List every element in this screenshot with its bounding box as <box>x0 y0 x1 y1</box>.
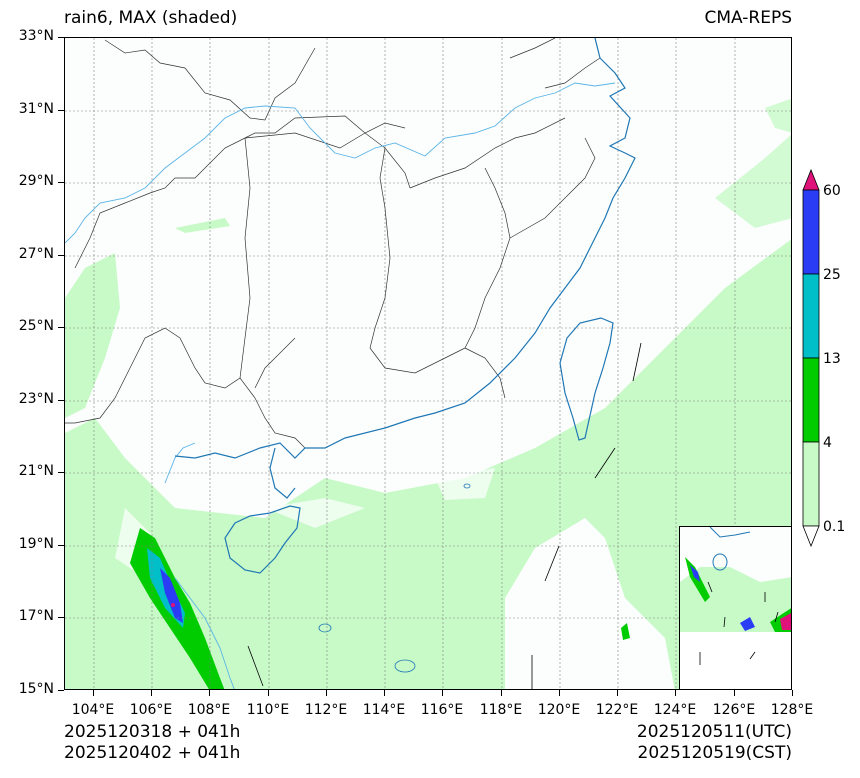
y-tick-label: 19°N <box>18 536 54 552</box>
colorbar-label: 0.1 <box>823 519 846 535</box>
y-tick-label: 21°N <box>18 463 54 479</box>
y-tick <box>58 110 64 111</box>
x-tick <box>326 690 327 696</box>
y-tick-label: 31°N <box>18 101 54 117</box>
colorbar <box>802 168 820 548</box>
x-tick <box>501 690 502 696</box>
y-tick-label: 25°N <box>18 318 54 334</box>
valid-time-block: 2025120511(UTC) 2025120519(CST) <box>637 722 792 764</box>
x-tick-label: 124°E <box>653 702 697 718</box>
init-time-utc: 2025120318 + 041h <box>64 722 241 742</box>
red-river <box>164 442 235 689</box>
x-tick <box>151 690 152 696</box>
x-tick <box>209 690 210 696</box>
colorbar-label: 4 <box>823 435 832 451</box>
x-tick-label: 106°E <box>129 702 173 718</box>
y-tick <box>58 545 64 546</box>
x-tick-label: 104°E <box>71 702 115 718</box>
x-tick-label: 126°E <box>712 702 756 718</box>
y-tick <box>58 617 64 618</box>
x-tick-label: 108°E <box>187 702 231 718</box>
colorbar-label: 25 <box>823 267 841 283</box>
x-tick-label: 128°E <box>770 702 814 718</box>
y-tick-label: 27°N <box>18 246 54 262</box>
y-tick <box>58 400 64 401</box>
x-tick <box>384 690 385 696</box>
y-tick-label: 17°N <box>18 608 54 624</box>
rain-25-60-shading <box>160 568 183 623</box>
inset-map <box>679 526 792 690</box>
x-tick <box>559 690 560 696</box>
yangtze-river <box>65 82 616 244</box>
x-tick-label: 118°E <box>479 702 523 718</box>
model-name: CMA-REPS <box>704 8 792 28</box>
x-tick <box>792 690 793 696</box>
x-tick-label: 116°E <box>420 702 464 718</box>
y-tick-label: 29°N <box>18 173 54 189</box>
x-tick <box>268 690 269 696</box>
colorbar-label: 60 <box>823 183 841 199</box>
valid-time-utc: 2025120511(UTC) <box>636 722 792 742</box>
y-tick <box>58 182 64 183</box>
inset-canvas <box>680 527 791 689</box>
x-tick <box>734 690 735 696</box>
y-tick-label: 15°N <box>18 681 54 697</box>
x-tick-label: 114°E <box>362 702 406 718</box>
y-tick <box>58 472 64 473</box>
x-tick-label: 110°E <box>246 702 290 718</box>
x-tick <box>675 690 676 696</box>
valid-time-cst: 2025120519(CST) <box>637 743 792 763</box>
annotation-lines <box>247 342 642 689</box>
map-plot-area <box>64 37 792 690</box>
init-time-block: 2025120318 + 041h 2025120402 + 041h <box>64 722 240 764</box>
y-tick-label: 33°N <box>18 28 54 44</box>
init-time-cst: 2025120402 + 041h <box>64 743 241 763</box>
x-tick <box>93 690 94 696</box>
coastline <box>174 38 636 574</box>
map-canvas <box>65 38 791 689</box>
x-tick <box>442 690 443 696</box>
chart-title: rain6, MAX (shaded) <box>64 8 238 28</box>
y-tick-label: 23°N <box>18 391 54 407</box>
x-tick-label: 122°E <box>595 702 639 718</box>
x-tick <box>617 690 618 696</box>
rain-60-plus-shading <box>171 603 175 607</box>
province-borders <box>65 38 601 449</box>
y-tick <box>58 690 64 691</box>
y-tick <box>58 255 64 256</box>
x-tick-label: 120°E <box>537 702 581 718</box>
x-tick-label: 112°E <box>304 702 348 718</box>
colorbar-label: 13 <box>823 351 841 367</box>
colorbar-scale <box>802 168 820 548</box>
islands <box>318 483 471 673</box>
y-tick <box>58 327 64 328</box>
y-tick <box>58 37 64 38</box>
